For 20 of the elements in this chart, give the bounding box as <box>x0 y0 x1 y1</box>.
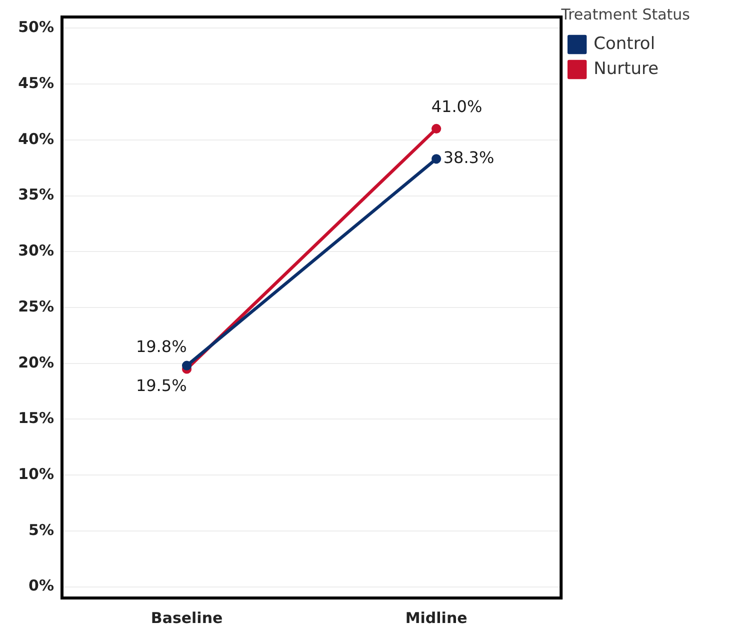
y-tick-label: 10% <box>18 464 54 483</box>
y-tick-label: 15% <box>18 409 54 428</box>
data-label: 41.0% <box>431 96 482 116</box>
legend-title: Treatment Status <box>560 5 690 24</box>
y-tick-label: 30% <box>18 242 54 260</box>
y-tick-label: 20% <box>18 353 54 372</box>
y-tick-label: 25% <box>18 297 54 316</box>
y-tick-label: 50% <box>18 18 54 36</box>
legend-label: Control <box>594 34 656 54</box>
y-tick-label: 0% <box>28 576 54 595</box>
data-label: 38.3% <box>443 148 494 168</box>
y-tick-label: 45% <box>18 74 54 92</box>
y-tick-label: 35% <box>18 186 54 204</box>
x-tick-label: Baseline <box>150 608 223 627</box>
data-label: 19.8% <box>136 336 187 356</box>
data-label: 19.5% <box>136 376 187 396</box>
y-tick-label: 40% <box>18 130 54 148</box>
y-tick-label: 5% <box>28 520 54 539</box>
x-tick-label: Midline <box>405 608 468 627</box>
legend-label: Nurture <box>594 58 659 79</box>
